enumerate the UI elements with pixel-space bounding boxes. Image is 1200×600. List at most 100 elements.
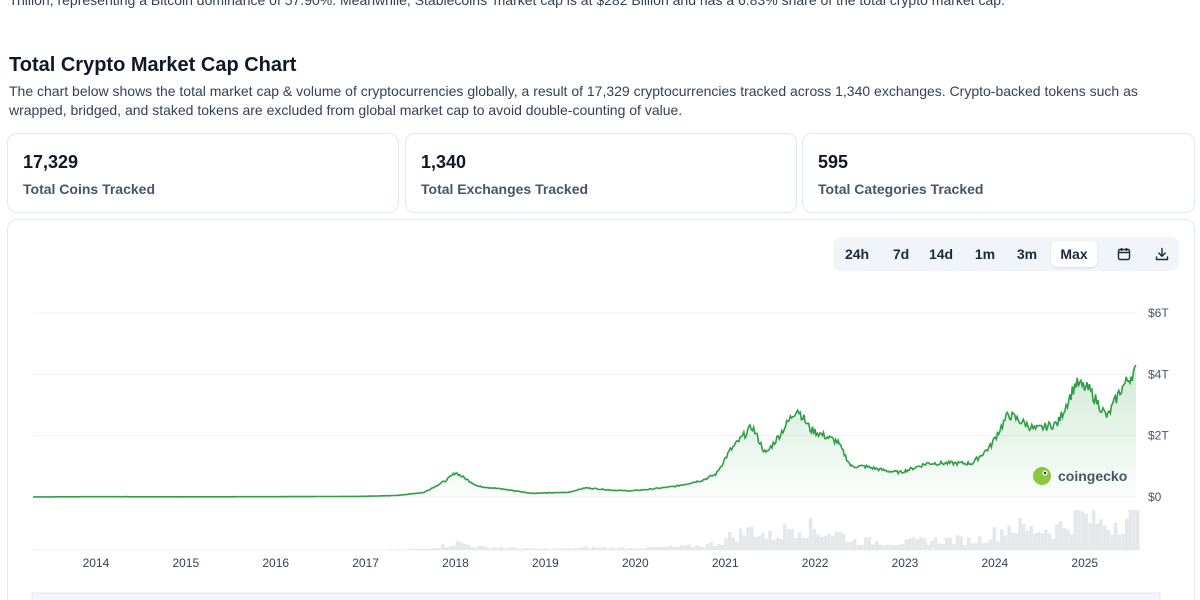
volume-bar xyxy=(569,548,574,550)
volume-bar xyxy=(886,544,890,550)
volume-bar xyxy=(488,548,493,550)
volume-bar xyxy=(944,537,949,550)
volume-bar xyxy=(897,544,901,550)
volume-bar xyxy=(761,532,765,550)
download-icon[interactable] xyxy=(1147,241,1177,267)
x-tick-label: 2022 xyxy=(802,556,829,570)
range-3m-button[interactable]: 3m xyxy=(1016,246,1038,262)
volume-bar xyxy=(900,544,905,550)
volume-bar xyxy=(1136,510,1140,550)
x-tick-label: 2024 xyxy=(982,556,1009,570)
volume-bar xyxy=(654,547,658,550)
volume-bar xyxy=(783,524,787,550)
x-tick-label: 2014 xyxy=(83,556,110,570)
volume-bar xyxy=(389,549,394,550)
stat-label: Total Categories Tracked xyxy=(818,181,984,197)
volume-bar xyxy=(955,535,960,550)
stat-value: 595 xyxy=(818,152,849,172)
volume-bar xyxy=(658,546,662,550)
volume-bar xyxy=(790,528,794,550)
volume-bar xyxy=(1069,534,1074,550)
volume-bar xyxy=(893,545,897,550)
volume-bar xyxy=(731,537,736,550)
volume-bar xyxy=(474,547,478,550)
volume-bar xyxy=(937,543,941,550)
volume-bar xyxy=(580,547,585,550)
volume-bar xyxy=(915,539,919,550)
volume-bar xyxy=(650,547,655,550)
volume-bar xyxy=(966,537,971,550)
volume-bar xyxy=(680,545,684,550)
coingecko-watermark: coingecko xyxy=(1033,467,1127,485)
range-1m-button[interactable]: 1m xyxy=(974,246,996,262)
calendar-icon[interactable] xyxy=(1109,241,1139,267)
volume-bar xyxy=(1051,538,1055,550)
volume-bar xyxy=(889,545,894,550)
x-tick-label: 2016 xyxy=(262,556,289,570)
volume-bar xyxy=(595,547,599,550)
volume-bar xyxy=(867,537,872,550)
x-tick-label: 2023 xyxy=(892,556,919,570)
range-max-button[interactable]: Max xyxy=(1051,241,1097,267)
volume-bar xyxy=(514,548,519,550)
volume-bar xyxy=(753,537,758,550)
volume-bar xyxy=(547,549,552,550)
volume-bar xyxy=(676,546,680,550)
volume-bar xyxy=(518,549,522,550)
volume-bar xyxy=(764,538,769,550)
volume-bar xyxy=(499,547,504,550)
volume-bar xyxy=(511,547,515,550)
volume-bar xyxy=(397,549,401,550)
intro-text: Trillion, representing a Bitcoin dominan… xyxy=(9,0,1005,8)
volume-bar xyxy=(977,536,982,550)
volume-bar xyxy=(724,537,728,550)
volume-bar xyxy=(422,548,427,550)
volume-bar xyxy=(1106,530,1111,550)
volume-bar xyxy=(669,545,673,550)
volume-bar xyxy=(830,535,835,550)
volume-bar xyxy=(448,546,452,550)
volume-bar xyxy=(926,544,930,550)
volume-bar xyxy=(849,541,853,550)
volume-bar xyxy=(661,546,666,550)
coingecko-logo-icon xyxy=(1033,467,1051,485)
range-14d-button[interactable]: 14d xyxy=(928,246,954,262)
volume-bar xyxy=(1102,525,1107,550)
volume-bar xyxy=(1132,510,1136,550)
volume-bar xyxy=(481,545,486,550)
volume-bar xyxy=(1029,525,1033,550)
volume-bar xyxy=(705,543,710,550)
volume-bar xyxy=(1095,523,1100,550)
volume-bar xyxy=(709,542,713,550)
volume-bar xyxy=(1062,528,1066,550)
volume-bar xyxy=(533,548,537,550)
volume-bar xyxy=(1022,523,1026,550)
volume-bar xyxy=(819,536,824,550)
volume-bar xyxy=(786,529,791,550)
stat-value: 1,340 xyxy=(421,152,467,172)
volume-bar xyxy=(871,544,875,550)
stat-card-coins: 17,329 Total Coins Tracked xyxy=(7,133,399,213)
volume-bar xyxy=(602,547,607,550)
volume-bar xyxy=(1011,532,1015,550)
market-cap-chart[interactable]: $6T $4T $2T $0 2014 2015 2016 2017 2018 2019 2020… xyxy=(8,220,1195,600)
volume-bar xyxy=(845,542,849,550)
volume-bar xyxy=(716,544,721,550)
volume-bar xyxy=(566,548,570,550)
page-title: Total Crypto Market Cap Chart xyxy=(9,54,297,76)
range-24h-button[interactable]: 24h xyxy=(844,246,870,262)
volume-bar xyxy=(466,544,471,550)
volume-bar xyxy=(713,546,717,550)
volume-bar xyxy=(1099,519,1103,550)
chart-description: The chart below shows the total market c… xyxy=(9,83,1138,118)
volume-bar xyxy=(606,548,611,550)
x-tick-label: 2021 xyxy=(712,556,739,570)
volume-bar xyxy=(485,546,489,550)
range-navigator[interactable] xyxy=(31,592,1161,600)
volume-bar xyxy=(503,548,508,550)
range-7d-button[interactable]: 7d xyxy=(892,246,910,262)
volume-bar xyxy=(1003,535,1008,550)
volume-bar xyxy=(908,538,912,550)
volume-bar xyxy=(779,538,783,550)
volume-bar xyxy=(562,548,566,550)
